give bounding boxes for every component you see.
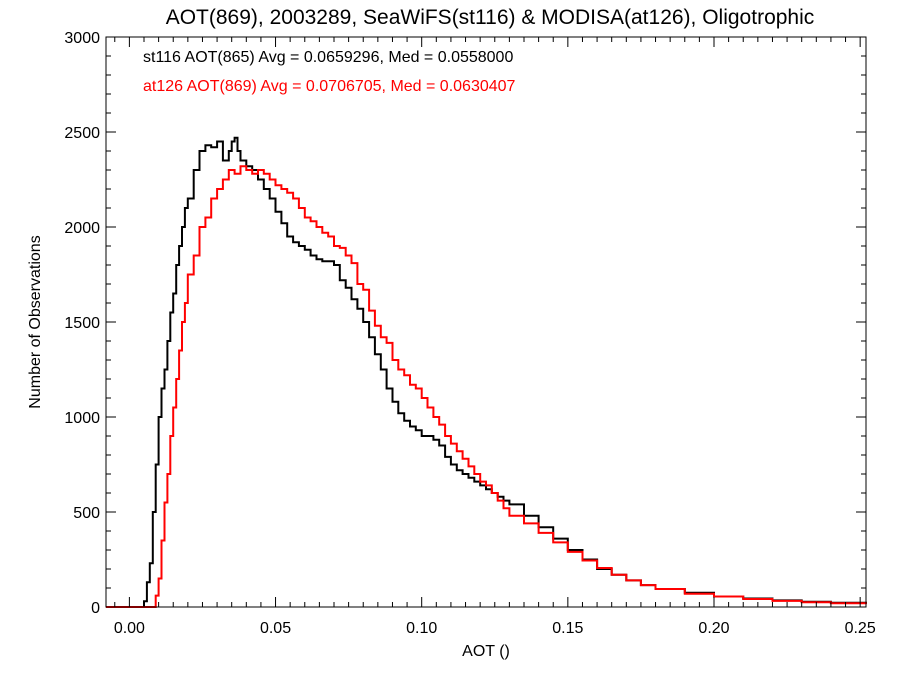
x-axis-label: AOT () bbox=[462, 643, 510, 660]
x-tick-label: 0.25 bbox=[845, 620, 876, 637]
x-axis-ticks: 0.00 0.05 0.10 0.15 0.20 0.25 bbox=[114, 37, 876, 637]
series-layer bbox=[106, 136, 867, 608]
y-tick-label: 2500 bbox=[64, 125, 100, 142]
y-tick-label: 1000 bbox=[64, 410, 100, 427]
x-tick-label: 0.05 bbox=[260, 620, 291, 637]
legend: st116 AOT(865) Avg = 0.0659296, Med = 0.… bbox=[143, 49, 516, 95]
y-axis-label: Number of Observations bbox=[27, 235, 44, 408]
x-tick-label: 0.15 bbox=[552, 620, 583, 637]
legend-entry-0: st116 AOT(865) Avg = 0.0659296, Med = 0.… bbox=[143, 49, 513, 66]
series-line-1 bbox=[106, 165, 867, 608]
x-tick-label: 0.00 bbox=[114, 620, 145, 637]
y-tick-label: 2000 bbox=[64, 220, 100, 237]
chart-title: AOT(869), 2003289, SeaWiFS(st116) & MODI… bbox=[166, 6, 815, 29]
x-tick-label: 0.10 bbox=[406, 620, 437, 637]
y-tick-label: 0 bbox=[91, 600, 100, 617]
series-line-0 bbox=[106, 136, 867, 608]
y-axis-ticks: 0 500 1000 1500 2000 2500 3000 bbox=[64, 30, 866, 617]
y-tick-label: 3000 bbox=[64, 30, 100, 47]
legend-entry-1: at126 AOT(869) Avg = 0.0706705, Med = 0.… bbox=[143, 78, 516, 95]
x-tick-label: 0.20 bbox=[698, 620, 729, 637]
y-tick-label: 1500 bbox=[64, 315, 100, 332]
y-tick-label: 500 bbox=[73, 505, 100, 522]
plot-frame bbox=[105, 36, 867, 608]
